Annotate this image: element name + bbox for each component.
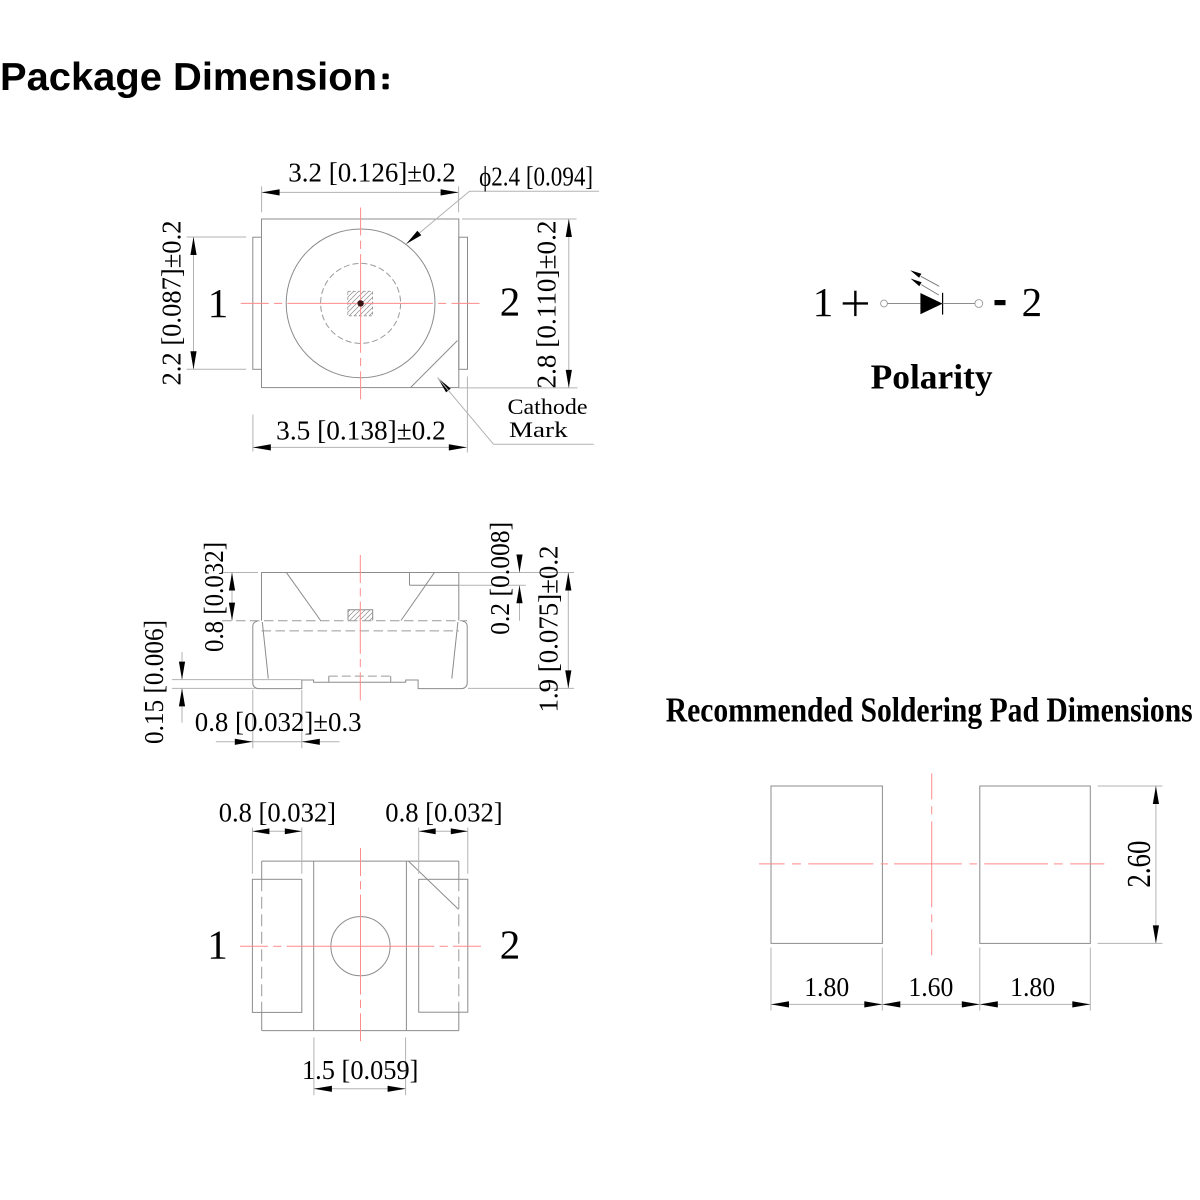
svg-text:3.5 [0.138]±0.2: 3.5 [0.138]±0.2 xyxy=(276,416,446,446)
svg-text:1.80: 1.80 xyxy=(1010,972,1055,1002)
svg-text:Mark: Mark xyxy=(509,417,568,442)
svg-text:3.2 [0.126]±0.2: 3.2 [0.126]±0.2 xyxy=(288,158,456,188)
svg-text:0.8 [0.032]: 0.8 [0.032] xyxy=(385,798,502,828)
svg-text:2: 2 xyxy=(1022,279,1043,325)
svg-text:0.2 [0.008]: 0.2 [0.008] xyxy=(485,522,515,635)
svg-text:2: 2 xyxy=(500,279,521,325)
svg-text:1.9 [0.075]±0.2: 1.9 [0.075]±0.2 xyxy=(534,546,564,713)
svg-text:Polarity: Polarity xyxy=(871,358,993,397)
svg-text:0.15 [0.006]: 0.15 [0.006] xyxy=(139,620,169,744)
svg-text:2: 2 xyxy=(500,922,521,968)
svg-text:Package Dimension: Package Dimension xyxy=(0,56,377,99)
svg-text:2.2 [0.087]±0.2: 2.2 [0.087]±0.2 xyxy=(157,221,187,386)
svg-text:0.8 [0.032]±0.3: 0.8 [0.032]±0.3 xyxy=(195,707,362,737)
svg-text:Recommended Soldering Pad Dime: Recommended Soldering Pad Dimensions xyxy=(666,691,1193,730)
svg-text:Cathode: Cathode xyxy=(508,394,588,419)
svg-text:0.8 [0.032]: 0.8 [0.032] xyxy=(219,798,336,828)
svg-text:2.60: 2.60 xyxy=(1121,841,1158,888)
svg-text:2.8 [0.110]±0.2: 2.8 [0.110]±0.2 xyxy=(532,221,562,389)
svg-text:0.8 [0.032]: 0.8 [0.032] xyxy=(199,542,229,652)
svg-text:1.80: 1.80 xyxy=(804,972,849,1002)
svg-text:1: 1 xyxy=(813,279,834,325)
svg-text:1: 1 xyxy=(207,922,228,968)
svg-text:1.5 [0.059]: 1.5 [0.059] xyxy=(302,1055,418,1085)
svg-text:1: 1 xyxy=(208,280,229,326)
svg-text:1.60: 1.60 xyxy=(908,972,953,1002)
svg-text:ϕ2.4 [0.094]: ϕ2.4 [0.094] xyxy=(479,162,593,192)
